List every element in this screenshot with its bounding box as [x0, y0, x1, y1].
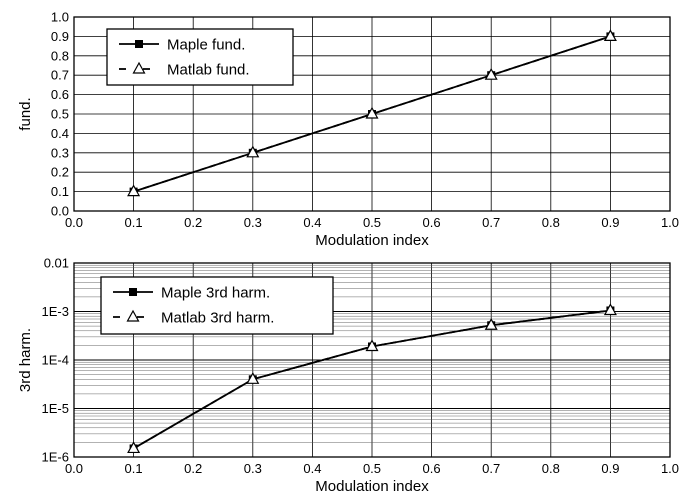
legend-entry-label: Maple fund. [167, 37, 245, 54]
x-tick-label: 0.8 [542, 215, 560, 230]
x-tick-label: 0.1 [125, 215, 143, 230]
x-tick-label: 0.8 [542, 461, 560, 476]
third-harmonic-chart: 0.0 0.1 0.2 0.3 0.4 0.5 0.6 0.7 0.8 0.9 1.0 1E-6 1E-… [17, 256, 679, 496]
x-tick-label: 1.0 [661, 215, 679, 230]
x-tick-label: 0.7 [482, 215, 500, 230]
x-tick-label: 0.6 [423, 461, 441, 476]
legend-marker-square [129, 288, 137, 296]
y-axis-label: fund. [17, 97, 34, 130]
data-point-triangle [365, 339, 379, 352]
y-tick-label: 0.01 [44, 256, 69, 271]
x-tick-label: 0.0 [65, 461, 83, 476]
y-axis-label: 3rd harm. [17, 328, 34, 392]
y-tick-label: 1E-3 [42, 304, 69, 319]
y-tick-label: 0.4 [51, 126, 69, 141]
x-tick-label: 0.2 [184, 215, 202, 230]
y-tick-label: 0.7 [51, 68, 69, 83]
plot-frame [73, 262, 671, 458]
y-tick-label: 0.8 [51, 48, 69, 63]
data-point-triangle [484, 67, 498, 80]
legend-box [106, 28, 294, 86]
y-tick-label: 0.9 [51, 29, 69, 44]
x-tick-label: 0.5 [363, 215, 381, 230]
x-tick-label: 0.0 [65, 215, 83, 230]
x-tick-label: 0.2 [184, 461, 202, 476]
x-tick-label: 0.6 [423, 215, 441, 230]
legend-marker-triangle [132, 61, 146, 74]
x-tick-label: 0.9 [601, 215, 619, 230]
y-tick-label: 1E-5 [42, 401, 69, 416]
y-tick-label: 1.0 [51, 10, 69, 25]
x-axis-label: Modulation index [315, 478, 429, 495]
y-tick-label: 0.3 [51, 145, 69, 160]
x-tick-label: 0.4 [303, 215, 321, 230]
x-tick-label: 0.7 [482, 461, 500, 476]
data-point-triangle [603, 29, 617, 42]
data-point-triangle [127, 184, 141, 197]
y-tick-label: 0.1 [51, 184, 69, 199]
x-tick-label: 0.3 [244, 461, 262, 476]
plot-frame [73, 16, 671, 212]
data-point-triangle [365, 106, 379, 119]
data-point-triangle [603, 303, 617, 316]
legend-entry-label: Matlab fund. [167, 62, 250, 79]
legend-marker-triangle [126, 309, 140, 322]
y-tick-label: 0.0 [51, 204, 69, 219]
legend-marker-square [135, 40, 143, 48]
x-axis-label: Modulation index [315, 232, 429, 249]
legend-box [100, 276, 334, 335]
x-tick-label: 0.9 [601, 461, 619, 476]
fundamental-chart: 0.0 0.1 0.2 0.3 0.4 0.5 0.6 0.7 0.8 0.9 1.0 0.0 0.1 0… [17, 10, 679, 250]
data-point-triangle [246, 372, 260, 384]
x-tick-label: 0.4 [303, 461, 321, 476]
data-point-triangle [127, 441, 141, 454]
y-tick-label: 1E-4 [42, 353, 69, 368]
y-tick-label: 0.5 [51, 107, 69, 122]
legend-entry-label: Maple 3rd harm. [161, 285, 270, 302]
x-tick-label: 0.3 [244, 215, 262, 230]
y-tick-label: 0.2 [51, 165, 69, 180]
x-tick-label: 0.5 [363, 461, 381, 476]
legend-entry-label: Matlab 3rd harm. [161, 310, 274, 327]
x-tick-label: 1.0 [661, 461, 679, 476]
x-tick-label: 0.1 [125, 461, 143, 476]
y-tick-label: 0.6 [51, 87, 69, 102]
data-point-triangle [246, 145, 260, 158]
data-point-triangle [484, 318, 498, 330]
y-tick-label: 1E-6 [42, 450, 69, 465]
